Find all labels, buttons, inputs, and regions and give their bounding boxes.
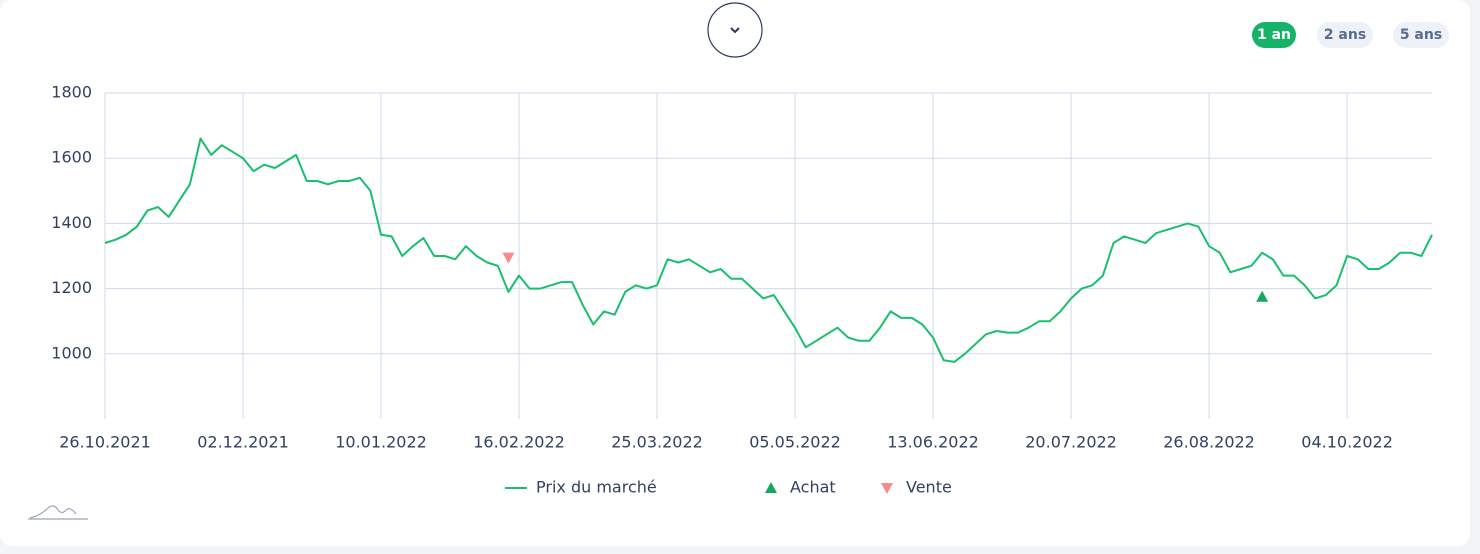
y-tick-label: 1400 <box>51 213 92 232</box>
range-label: 1 an <box>1257 27 1291 43</box>
legend-label: Achat <box>790 478 836 497</box>
range-2y[interactable]: 2 ans <box>1317 22 1373 48</box>
x-tick-label: 02.12.2021 <box>197 433 289 452</box>
legend-label: Prix du marché <box>536 478 657 497</box>
x-tick-label: 10.01.2022 <box>335 433 427 452</box>
y-tick-label: 1000 <box>51 343 92 362</box>
legend-label: Vente <box>906 478 952 497</box>
range-label: 5 ans <box>1400 27 1442 43</box>
collapse-button[interactable] <box>707 2 763 58</box>
price-line <box>104 137 1433 363</box>
x-tick-label: 26.10.2021 <box>59 433 151 452</box>
x-tick-label: 05.05.2022 <box>749 433 841 452</box>
x-tick-label: 04.10.2022 <box>1301 433 1393 452</box>
range-5y[interactable]: 5 ans <box>1393 22 1449 48</box>
y-tick-label: 1600 <box>51 148 92 167</box>
trade-marker <box>1256 290 1269 302</box>
card <box>0 0 1470 546</box>
range-label: 2 ans <box>1324 27 1366 43</box>
x-tick-label: 13.06.2022 <box>887 433 979 452</box>
y-tick-label: 1800 <box>51 83 92 102</box>
logo-icon <box>28 505 88 520</box>
y-tick-label: 1200 <box>51 278 92 297</box>
x-tick-label: 26.08.2022 <box>1163 433 1255 452</box>
x-tick-label: 16.02.2022 <box>473 433 565 452</box>
legend-swatch <box>881 483 893 494</box>
x-tick-label: 25.03.2022 <box>611 433 703 452</box>
x-tick-label: 20.07.2022 <box>1025 433 1117 452</box>
range-1y[interactable]: 1 an <box>1252 22 1296 48</box>
trade-marker <box>502 252 515 264</box>
legend-swatch <box>765 482 777 493</box>
